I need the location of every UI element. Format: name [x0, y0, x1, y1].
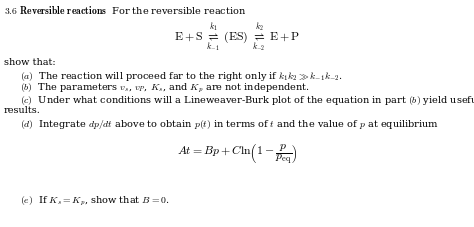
Text: $At = Bp + C\ln\!\left(1 - \dfrac{p}{p_{\mathrm{eq}}}\right)$: $At = Bp + C\ln\!\left(1 - \dfrac{p}{p_{… [177, 142, 297, 167]
Text: results.: results. [4, 106, 41, 114]
Text: $(e)$  If $K_s = K_p$, show that $B = 0$.: $(e)$ If $K_s = K_p$, show that $B = 0$. [20, 194, 169, 207]
Text: $\mathbf{3.6\ Reversible\ reactions}$  For the reversible reaction: $\mathbf{3.6\ Reversible\ reactions}$ Fo… [4, 4, 246, 16]
Text: $\mathrm{E + S}\ \overset{k_1}{\underset{k_{-1}}{\rightleftharpoons}}\ \mathrm{(: $\mathrm{E + S}\ \overset{k_1}{\underset… [174, 22, 300, 54]
Text: $(b)$  The parameters $v_s$, $v_P$, $K_s$, and $K_p$ are not independent.: $(b)$ The parameters $v_s$, $v_P$, $K_s$… [20, 82, 310, 95]
Text: $(a)$  The reaction will proceed far to the right only if $k_1k_2 \gg k_{-1}k_{-: $(a)$ The reaction will proceed far to t… [20, 70, 343, 83]
Text: show that:: show that: [4, 58, 55, 67]
Text: $(c)$  Under what conditions will a Lineweaver-Burk plot of the equation in part: $(c)$ Under what conditions will a Linew… [20, 94, 474, 106]
Text: $(d)$  Integrate $dp/dt$ above to obtain $p(t)$ in terms of $t$ and the value of: $(d)$ Integrate $dp/dt$ above to obtain … [20, 118, 439, 131]
